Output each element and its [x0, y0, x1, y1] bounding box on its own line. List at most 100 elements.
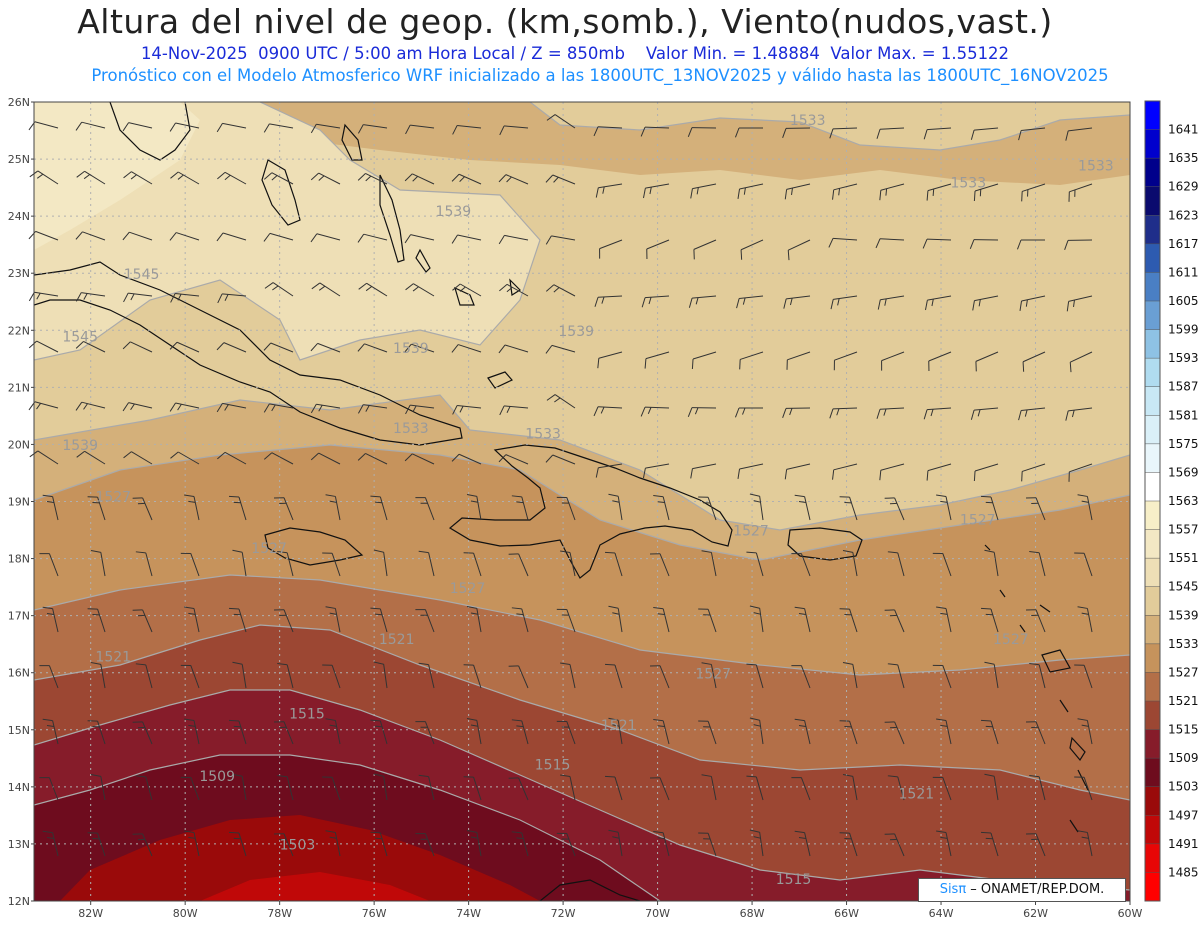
wind-barb-feather [977, 409, 981, 417]
wind-barb [52, 608, 59, 633]
wind-barb-feather [177, 174, 184, 180]
wind-barb [505, 454, 529, 465]
wind-barb [928, 351, 952, 362]
colorbar-swatch [1145, 272, 1160, 302]
wind-barb-feather [46, 837, 55, 839]
wind-barb [84, 450, 106, 465]
wind-barb-feather [887, 775, 898, 778]
wind-barb [1083, 665, 1093, 689]
wind-barb-feather [470, 500, 478, 503]
wind-barb-feather [184, 606, 195, 610]
wind-barb [755, 552, 764, 577]
wind-barb [34, 401, 59, 409]
wind-barb [1038, 776, 1046, 801]
wind-barb-feather [829, 128, 834, 139]
subtitle-line-1: 14-Nov-2025 0900 UTC / 5:00 am Hora Loca… [0, 44, 1150, 63]
wind-barb [269, 232, 294, 241]
wind-barb-feather [271, 175, 278, 181]
wind-barb [740, 239, 764, 251]
wind-barb [617, 496, 623, 521]
wind-barb-feather [498, 454, 507, 463]
wind-barb-feather [169, 232, 177, 241]
wind-barb [131, 451, 153, 465]
wind-barb [1035, 721, 1046, 745]
wind-barb-feather [545, 345, 553, 354]
wind-barb-feather [188, 500, 196, 503]
wind-barb-feather [188, 724, 196, 727]
wind-barb-feather [511, 495, 522, 498]
wind-barb-feather [736, 298, 740, 309]
wind-barb-feather [169, 402, 176, 412]
wind-barb [990, 720, 999, 745]
wind-barb-feather [612, 612, 620, 615]
wind-barb [645, 183, 670, 189]
wind-barb [521, 832, 529, 857]
wind-barb-feather [216, 403, 223, 413]
wind-barb-feather [170, 451, 179, 459]
wind-barb [1022, 183, 1046, 192]
wind-barb [707, 497, 717, 521]
wind-barb-feather [842, 662, 853, 665]
wind-barb-feather [560, 662, 571, 666]
wind-barb [881, 351, 905, 362]
wind-barb [1086, 608, 1093, 633]
wind-barb [1021, 407, 1046, 412]
colorbar-swatch [1145, 672, 1160, 702]
wind-barb-feather [784, 189, 788, 200]
lon-label: 62W [1023, 907, 1048, 920]
wind-barb [142, 497, 153, 521]
colorbar-swatch [1145, 815, 1160, 845]
wind-barb [476, 720, 482, 745]
wind-barb [786, 183, 811, 190]
wind-barb-feather [470, 836, 478, 839]
wind-barb-feather [545, 454, 554, 463]
wind-barb-feather [357, 173, 366, 181]
wind-barb-feather [940, 500, 948, 503]
wind-barb-feather [373, 773, 384, 777]
wind-barb-feather [1077, 606, 1088, 609]
wind-barb [614, 552, 623, 577]
lon-label: 60W [1118, 907, 1143, 920]
wind-barb-feather [691, 358, 694, 370]
wind-barb-feather [217, 171, 226, 180]
lat-label: 23N [8, 267, 30, 280]
wind-barb-feather [123, 171, 132, 179]
wind-barb-feather [232, 773, 243, 777]
wind-barb [897, 552, 905, 577]
colorbar-swatch [1145, 386, 1160, 416]
wind-barb [145, 776, 153, 801]
bahamas-abaco [341, 123, 363, 161]
wind-barb-feather [883, 408, 887, 416]
wind-barb [334, 608, 341, 633]
wind-barb [707, 609, 717, 633]
wind-barb-feather [277, 663, 288, 666]
contour-label: 1545 [124, 267, 160, 283]
wind-barb [318, 452, 341, 465]
colorbar-swatch [1145, 643, 1160, 673]
time-info: 0900 UTC / 5:00 am Hora Local / Z = 850m… [258, 44, 625, 63]
wind-barb-feather [922, 238, 928, 249]
wind-barb [993, 552, 999, 577]
wind-barb [755, 776, 764, 801]
wind-barb [521, 608, 529, 633]
wind-barb-feather [875, 238, 881, 249]
wind-barb [271, 452, 294, 465]
wind-barb [222, 293, 247, 297]
wind-barb-feather [357, 124, 364, 134]
wind-barb-feather [980, 719, 992, 722]
wind-barb-feather [940, 612, 948, 615]
colorbar-label: 1485 [1168, 865, 1199, 879]
wind-barb [129, 231, 153, 241]
wind-barb-feather [184, 494, 195, 498]
wind-barb [598, 295, 623, 298]
wind-barb-feather [46, 613, 55, 615]
wind-barb-feather [984, 661, 995, 665]
wind-barb [224, 451, 247, 465]
wind-barb [993, 776, 999, 801]
wind-barb-feather [608, 829, 619, 833]
wind-barb [739, 463, 764, 470]
colombia-coast [539, 879, 641, 901]
wind-barb-feather [842, 774, 853, 777]
wind-barb [413, 283, 435, 297]
wind-barb [759, 608, 764, 633]
